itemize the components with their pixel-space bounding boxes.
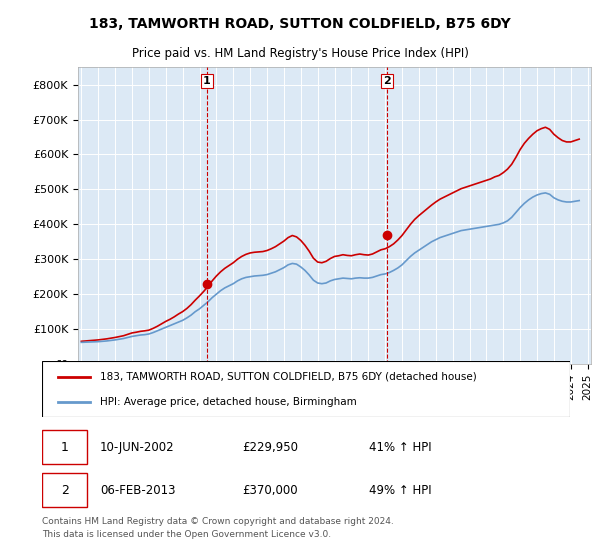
Text: HPI: Average price, detached house, Birmingham: HPI: Average price, detached house, Birm… (100, 396, 357, 407)
FancyBboxPatch shape (42, 473, 87, 507)
Text: 2: 2 (61, 484, 68, 497)
Text: 41% ↑ HPI: 41% ↑ HPI (370, 441, 432, 454)
Text: 10-JUN-2002: 10-JUN-2002 (100, 441, 175, 454)
Text: 06-FEB-2013: 06-FEB-2013 (100, 484, 176, 497)
FancyBboxPatch shape (42, 361, 570, 417)
Text: £229,950: £229,950 (242, 441, 299, 454)
Text: 183, TAMWORTH ROAD, SUTTON COLDFIELD, B75 6DY: 183, TAMWORTH ROAD, SUTTON COLDFIELD, B7… (89, 17, 511, 31)
Text: 49% ↑ HPI: 49% ↑ HPI (370, 484, 432, 497)
Text: 183, TAMWORTH ROAD, SUTTON COLDFIELD, B75 6DY (detached house): 183, TAMWORTH ROAD, SUTTON COLDFIELD, B7… (100, 372, 477, 382)
FancyBboxPatch shape (42, 430, 87, 464)
Text: 1: 1 (61, 441, 68, 454)
Text: 2: 2 (383, 76, 391, 86)
Text: Price paid vs. HM Land Registry's House Price Index (HPI): Price paid vs. HM Land Registry's House … (131, 47, 469, 60)
Text: 1: 1 (203, 76, 211, 86)
Text: £370,000: £370,000 (242, 484, 298, 497)
Text: Contains HM Land Registry data © Crown copyright and database right 2024.
This d: Contains HM Land Registry data © Crown c… (42, 517, 394, 539)
